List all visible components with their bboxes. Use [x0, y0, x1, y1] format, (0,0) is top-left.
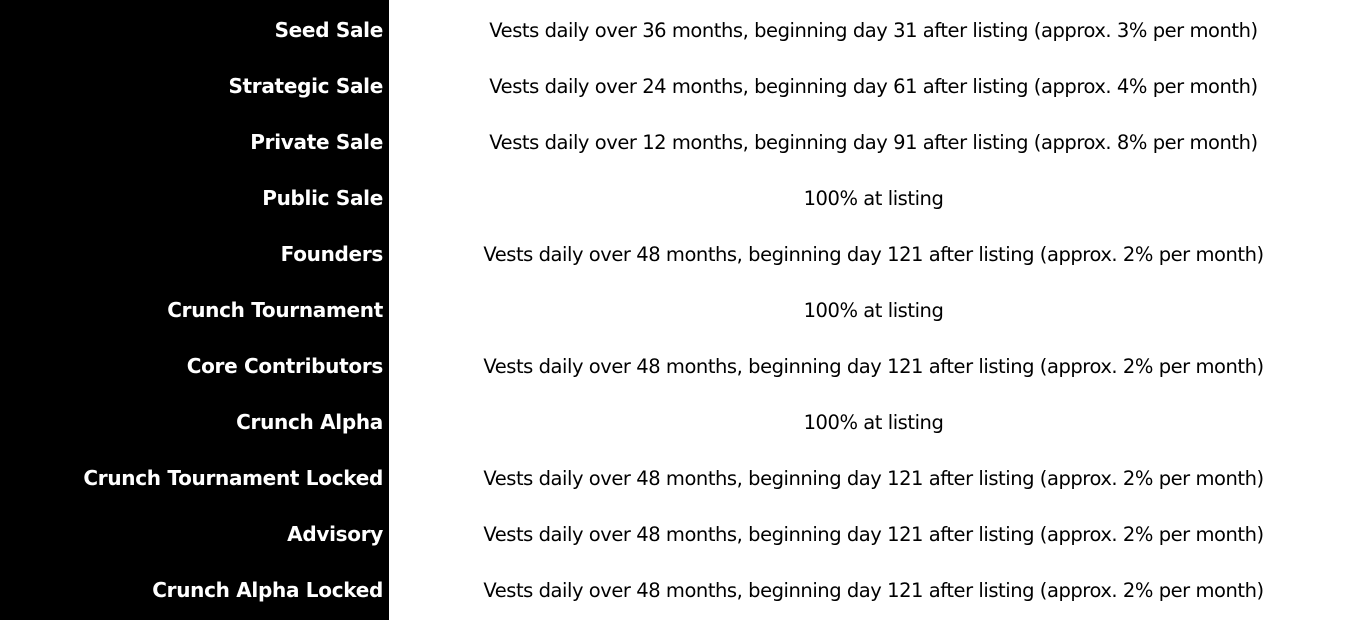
allocation-label: Crunch Alpha [236, 410, 383, 434]
vesting-terms-text: 100% at listing [803, 186, 944, 210]
table-row: Private Sale [0, 114, 389, 170]
table-row: Crunch Tournament [0, 282, 389, 338]
vesting-terms-text: Vests daily over 48 months, beginning da… [483, 522, 1264, 546]
table-row: Core Contributors [0, 338, 389, 394]
table-row: Advisory [0, 506, 389, 562]
vesting-terms-text: 100% at listing [803, 410, 944, 434]
vesting-terms-text: Vests daily over 36 months, beginning da… [489, 18, 1258, 42]
vesting-terms-text: Vests daily over 12 months, beginning da… [489, 130, 1258, 154]
table-row: Crunch Alpha Locked [0, 562, 389, 618]
table-row: Vests daily over 48 months, beginning da… [389, 338, 1358, 394]
allocation-label: Strategic Sale [228, 74, 383, 98]
table-row: Seed Sale [0, 2, 389, 58]
table-row: Public Sale [0, 170, 389, 226]
table-row: Vests daily over 48 months, beginning da… [389, 450, 1358, 506]
allocation-label: Founders [280, 242, 384, 266]
allocation-label-column: Seed Sale Strategic Sale Private Sale Pu… [0, 0, 389, 620]
table-row: 100% at listing [389, 170, 1358, 226]
table-row: Founders [0, 226, 389, 282]
table-row: Vests daily over 48 months, beginning da… [389, 562, 1358, 618]
table-row: 100% at listing [389, 282, 1358, 338]
table-row: Vests daily over 48 months, beginning da… [389, 506, 1358, 562]
allocation-label: Crunch Alpha Locked [152, 578, 383, 602]
allocation-label: Private Sale [250, 130, 383, 154]
allocation-label: Core Contributors [186, 354, 384, 378]
allocation-label: Crunch Tournament Locked [83, 466, 383, 490]
table-row: Strategic Sale [0, 58, 389, 114]
vesting-terms-text: Vests daily over 24 months, beginning da… [489, 74, 1258, 98]
vesting-terms-text: Vests daily over 48 months, beginning da… [483, 242, 1264, 266]
vesting-terms-text: 100% at listing [803, 298, 944, 322]
table-row: Vests daily over 24 months, beginning da… [389, 58, 1358, 114]
allocation-label: Public Sale [262, 186, 383, 210]
table-row: Crunch Alpha [0, 394, 389, 450]
vesting-terms-text: Vests daily over 48 months, beginning da… [483, 466, 1264, 490]
allocation-label: Crunch Tournament [167, 298, 383, 322]
table-row: 100% at listing [389, 394, 1358, 450]
allocation-label: Advisory [287, 522, 383, 546]
table-row: Vests daily over 36 months, beginning da… [389, 2, 1358, 58]
table-row: Vests daily over 12 months, beginning da… [389, 114, 1358, 170]
vesting-terms-text: Vests daily over 48 months, beginning da… [483, 578, 1264, 602]
allocation-label: Seed Sale [274, 18, 384, 42]
table-row: Vests daily over 48 months, beginning da… [389, 226, 1358, 282]
table-row: Crunch Tournament Locked [0, 450, 389, 506]
vesting-terms-column: Vests daily over 36 months, beginning da… [389, 0, 1358, 620]
vesting-terms-text: Vests daily over 48 months, beginning da… [483, 354, 1264, 378]
